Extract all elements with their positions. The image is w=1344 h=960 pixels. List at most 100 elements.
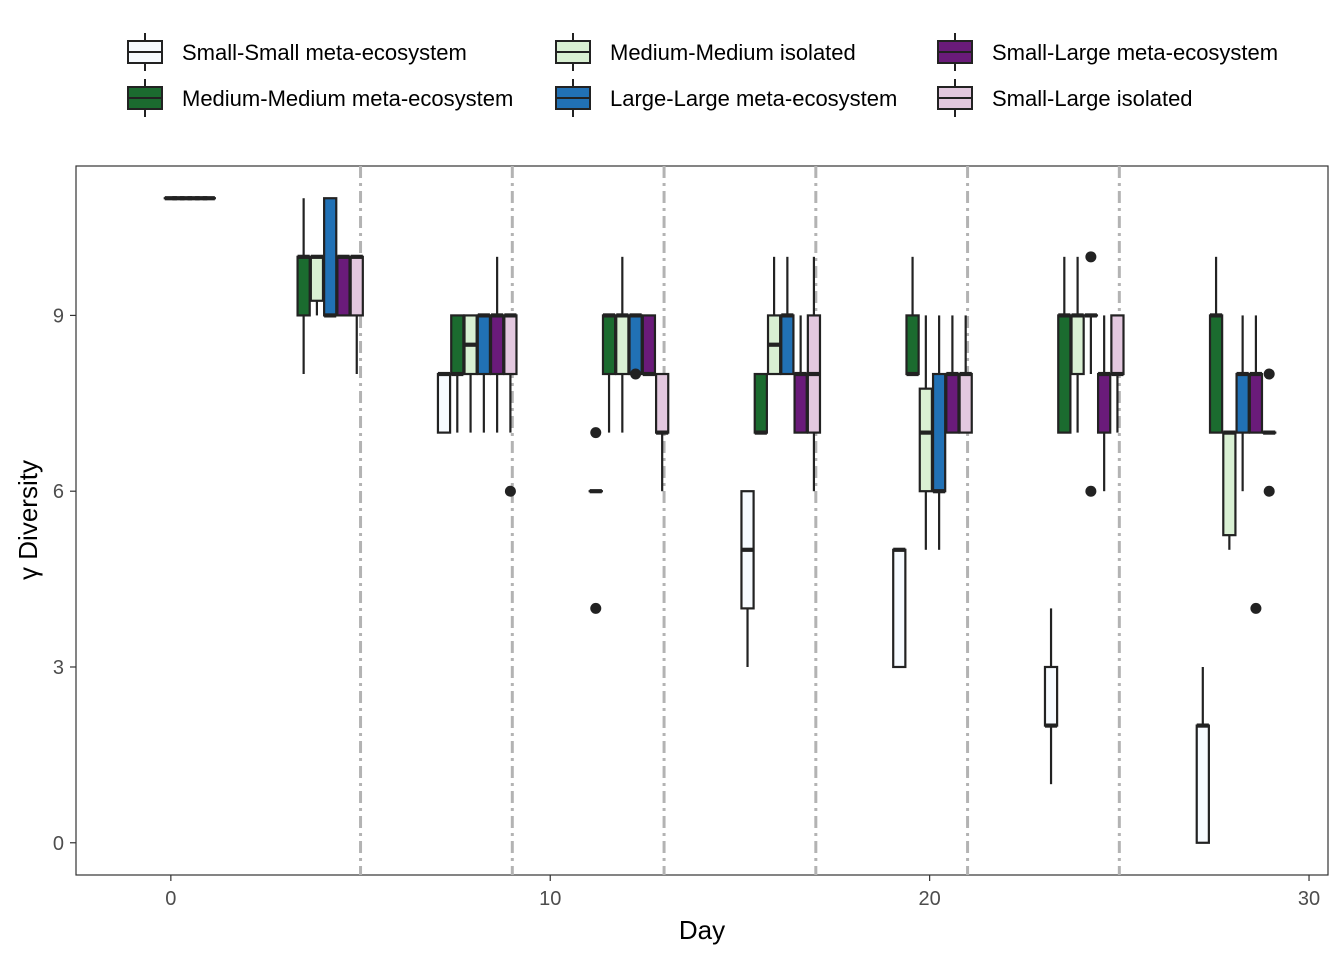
box	[918, 387, 934, 493]
box-group	[654, 372, 670, 492]
box-group	[588, 427, 603, 614]
outlier-point	[630, 368, 642, 380]
box	[450, 314, 465, 376]
box-group	[1083, 251, 1099, 497]
x-tick-label: 30	[1298, 888, 1320, 910]
legend-label: Medium-Medium isolated	[610, 40, 856, 65]
box-group	[892, 547, 907, 669]
box-group	[740, 490, 755, 667]
box-group	[336, 254, 351, 317]
plot-panel	[75, 165, 1329, 876]
box-marks	[163, 196, 1277, 844]
box	[1208, 314, 1224, 434]
box	[436, 372, 452, 434]
box-group	[1096, 315, 1112, 492]
box	[323, 197, 338, 317]
box-group	[753, 372, 768, 435]
box	[1057, 314, 1072, 434]
box-group	[806, 256, 822, 492]
x-axis: 0 10 20 30	[165, 875, 1320, 910]
box-group	[766, 256, 782, 376]
box	[628, 314, 643, 376]
box-group	[601, 313, 617, 433]
box-group	[436, 371, 452, 434]
box-group	[1235, 315, 1250, 492]
legend-entry: Medium-Medium meta-ecosystem	[127, 79, 513, 117]
box-group	[489, 256, 505, 433]
outlier-point	[590, 602, 602, 614]
box-group	[641, 314, 657, 377]
y-tick-label: 0	[53, 833, 64, 855]
outlier-point	[1263, 368, 1275, 380]
box-group	[780, 256, 795, 376]
box-group	[615, 256, 630, 433]
outlier-point	[1250, 602, 1262, 614]
box	[753, 372, 768, 434]
outlier-point	[1085, 251, 1097, 263]
legend-entry: Small-Large isolated	[937, 79, 1193, 117]
box-group	[1208, 256, 1224, 434]
box-group	[931, 315, 947, 550]
box-group	[945, 315, 960, 434]
box	[958, 372, 973, 434]
box-group	[503, 313, 518, 497]
box-group	[309, 254, 325, 316]
box-group	[1110, 314, 1125, 433]
box	[1222, 431, 1237, 537]
box	[349, 255, 364, 317]
legend-label: Small-Large meta-ecosystem	[992, 40, 1278, 65]
x-tick-label: 20	[919, 888, 941, 910]
box	[892, 548, 907, 669]
outlier-point	[1085, 485, 1097, 497]
y-axis: 0 3 6 9	[53, 305, 76, 855]
box	[1043, 665, 1059, 727]
box	[1195, 724, 1210, 844]
legend-entry: Medium-Medium isolated	[555, 33, 856, 71]
box	[780, 314, 795, 376]
box	[476, 314, 492, 376]
box-group	[1195, 666, 1210, 844]
box-group	[918, 315, 934, 550]
box-group	[905, 256, 920, 377]
box-group	[958, 315, 973, 434]
box-group	[463, 314, 478, 433]
outlier-point	[590, 427, 602, 439]
legend-entry: Small-Small meta-ecosystem	[127, 33, 467, 71]
x-tick-label: 10	[539, 888, 561, 910]
legend-entry: Small-Large meta-ecosystem	[937, 33, 1278, 71]
box	[931, 372, 947, 493]
box	[503, 314, 518, 376]
box-group	[1222, 430, 1237, 550]
legend-entry: Large-Large meta-ecosystem	[555, 79, 897, 117]
legend: Small-Small meta-ecosystem Medium-Medium …	[127, 33, 1278, 117]
box-group	[1057, 256, 1072, 434]
box	[601, 314, 617, 376]
box	[793, 372, 808, 434]
outlier-point	[504, 485, 516, 497]
box	[1235, 372, 1250, 434]
box-group	[1070, 256, 1085, 433]
box	[615, 314, 630, 376]
box	[309, 255, 325, 302]
y-tick-label: 6	[53, 481, 64, 503]
box-group	[323, 197, 338, 318]
box-group	[450, 314, 465, 433]
box-group	[1262, 368, 1277, 497]
box-group	[296, 198, 311, 375]
box-group	[1043, 608, 1059, 785]
legend-label: Large-Large meta-ecosystem	[610, 86, 897, 111]
x-tick-label: 0	[165, 888, 176, 910]
box	[489, 314, 505, 376]
box-group	[793, 315, 808, 434]
box	[641, 314, 657, 376]
x-axis-title: Day	[679, 915, 725, 945]
box-group	[628, 313, 643, 380]
box	[296, 255, 311, 317]
box	[1070, 314, 1085, 376]
box	[1096, 372, 1112, 434]
outlier-point	[1263, 485, 1275, 497]
box	[1248, 372, 1264, 434]
legend-label: Small-Large isolated	[992, 86, 1193, 111]
y-tick-label: 3	[53, 657, 64, 679]
